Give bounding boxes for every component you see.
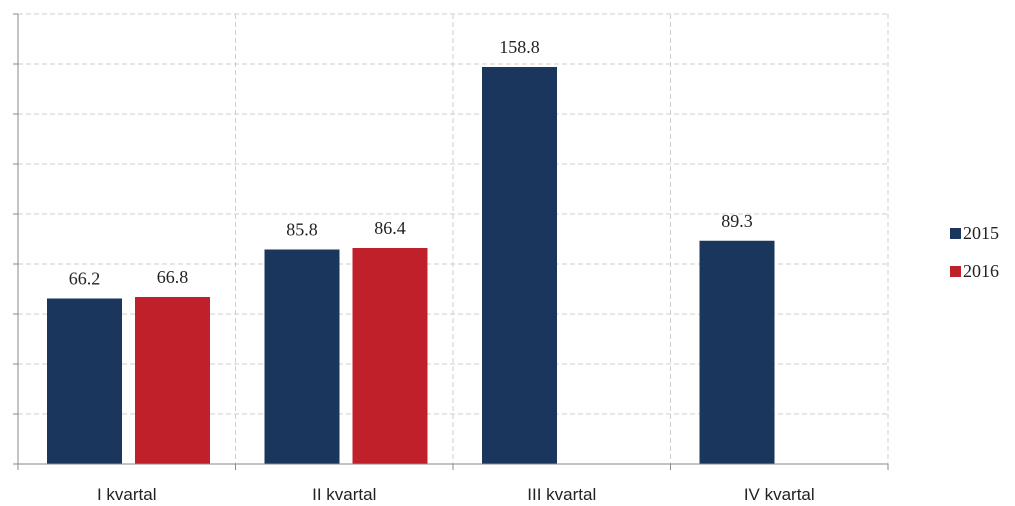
data-label-2015-4: 89.3 bbox=[721, 211, 753, 231]
legend-swatch-2015 bbox=[950, 228, 961, 239]
data-label-2016-1: 66.8 bbox=[157, 267, 189, 287]
bars bbox=[47, 67, 775, 464]
bar-2015-4 bbox=[699, 240, 775, 464]
bar-2015-2 bbox=[264, 249, 340, 464]
value-labels: 66.2 85.8 158.8 89.3 66.8 86.4 bbox=[69, 37, 753, 289]
data-label-2015-3: 158.8 bbox=[499, 37, 540, 57]
legend-label-2015: 2015 bbox=[963, 223, 999, 243]
axes bbox=[13, 13, 889, 470]
data-label-2016-2: 86.4 bbox=[374, 218, 406, 238]
category-labels: I kvartal II kvartal III kvartal IV kvartal bbox=[97, 485, 815, 504]
legend-label-2016: 2016 bbox=[963, 261, 999, 281]
x-tick-label: II kvartal bbox=[312, 485, 376, 504]
x-tick-label: I kvartal bbox=[97, 485, 157, 504]
legend: 2015 2016 bbox=[950, 223, 999, 281]
x-tick-label: III kvartal bbox=[527, 485, 596, 504]
data-label-2015-2: 85.8 bbox=[286, 220, 318, 240]
legend-swatch-2016 bbox=[950, 266, 961, 277]
bar-2016-1 bbox=[135, 297, 210, 464]
bar-2016-2 bbox=[352, 248, 428, 464]
x-tick-label: IV kvartal bbox=[744, 485, 815, 504]
data-label-2015-1: 66.2 bbox=[69, 269, 101, 289]
bar-2015-3 bbox=[482, 67, 557, 464]
bar-2015-1 bbox=[47, 298, 122, 464]
